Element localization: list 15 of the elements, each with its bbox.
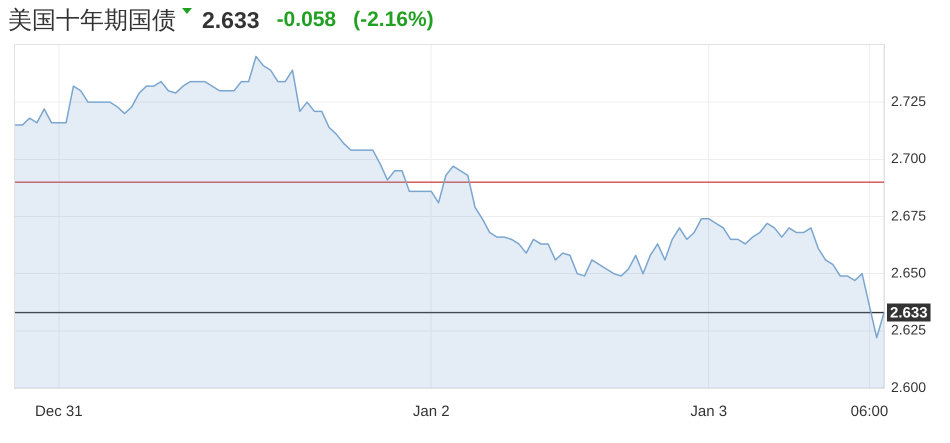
x-tick-label: Jan 3	[690, 403, 728, 420]
x-tick-label: 06:00	[850, 403, 888, 420]
y-tick-label: 2.725	[891, 93, 926, 110]
y-tick-label: 2.675	[891, 207, 926, 224]
text: (-2.16%)	[353, 8, 434, 32]
y-tick-label: 2.625	[891, 322, 926, 338]
ref-line-label: 2.633	[890, 304, 928, 322]
chart-title: 美国十年期国债	[8, 6, 176, 36]
x-tick-label: Jan 2	[412, 403, 450, 420]
y-tick-label: 2.700	[891, 150, 926, 166]
x-tick-label: Dec 31	[35, 403, 83, 420]
y-tick-label: 2.650	[891, 264, 926, 281]
y-tick-label: 2.600	[891, 378, 926, 395]
text: 2.633	[202, 6, 260, 34]
text: -0.058	[276, 8, 336, 32]
